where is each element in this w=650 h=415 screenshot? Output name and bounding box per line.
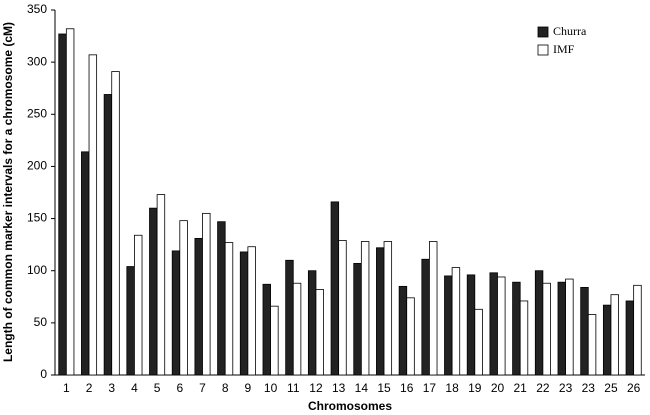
y-tick-label: 150 — [27, 211, 47, 225]
bar — [610, 294, 619, 376]
x-tick-label: 19 — [468, 381, 482, 395]
x-tick-label: 10 — [264, 381, 278, 395]
bar — [444, 275, 453, 376]
bar — [171, 250, 181, 376]
bar — [497, 276, 506, 376]
bar — [633, 284, 642, 376]
x-tick-label: 8 — [222, 381, 229, 395]
x-tick-label: 17 — [423, 381, 437, 395]
bar — [534, 270, 544, 376]
bar — [111, 71, 120, 376]
x-tick-label: 9 — [245, 381, 252, 395]
bar — [134, 234, 143, 376]
x-tick-label: 18 — [445, 381, 459, 395]
bar — [307, 270, 317, 376]
bar — [421, 258, 430, 376]
y-tick-label: 300 — [27, 54, 47, 68]
bar — [542, 282, 551, 376]
x-tick-label: 14 — [355, 381, 369, 395]
x-tick-label: 5 — [154, 381, 161, 395]
bar — [383, 241, 393, 376]
legend-label: Churra — [553, 24, 587, 38]
bar — [247, 246, 256, 376]
x-tick-label: 26 — [627, 381, 641, 395]
x-tick-label: 6 — [176, 381, 183, 395]
bar — [360, 241, 370, 376]
y-tick-label: 200 — [27, 159, 47, 173]
bar — [126, 266, 135, 376]
bar — [149, 207, 158, 376]
bar — [88, 54, 98, 376]
bar — [217, 221, 226, 376]
bar — [565, 278, 574, 376]
bar — [65, 28, 75, 376]
x-tick-label: 16 — [400, 381, 414, 395]
y-axis-title: Length of common marker intervals for a … — [1, 22, 15, 362]
y-tick-label: 100 — [27, 263, 47, 277]
x-tick-label: 21 — [514, 381, 528, 395]
x-tick-label: 25 — [604, 381, 618, 395]
bar — [451, 267, 461, 376]
bar — [224, 242, 234, 376]
x-tick-label: 20 — [491, 381, 505, 395]
bar — [81, 151, 90, 376]
bar — [179, 220, 188, 376]
bar — [602, 304, 612, 376]
bar — [557, 281, 566, 376]
x-tick-label: 11 — [287, 381, 300, 395]
bar — [519, 300, 529, 376]
x-tick-label: 15 — [377, 381, 391, 395]
x-axis-title: Chromosomes — [308, 399, 392, 413]
x-tick-label: 23 — [559, 381, 573, 395]
bar — [398, 285, 408, 376]
legend-label: IMF — [553, 42, 575, 56]
x-tick-label: 12 — [309, 381, 323, 395]
y-tick-label: 0 — [40, 367, 47, 381]
legend-swatch — [537, 26, 549, 38]
bar — [489, 272, 498, 376]
bar — [315, 289, 324, 376]
bar — [338, 240, 347, 376]
x-tick-label: 22 — [536, 381, 550, 395]
bar — [262, 283, 271, 376]
bar — [103, 94, 113, 376]
x-tick-label: 2 — [86, 381, 93, 395]
bar — [285, 259, 294, 376]
bar — [330, 201, 340, 376]
bar — [202, 212, 211, 376]
bar — [270, 305, 279, 376]
x-tick-label: 23 — [582, 381, 596, 395]
bar — [587, 314, 597, 376]
bar — [625, 300, 635, 376]
x-tick-label: 1 — [63, 381, 70, 395]
bar — [58, 33, 67, 376]
y-tick-label: 50 — [34, 315, 48, 329]
bar — [429, 241, 438, 376]
bar — [194, 237, 203, 376]
bar — [292, 282, 302, 376]
bar — [353, 263, 362, 376]
x-tick-label: 4 — [131, 381, 138, 395]
y-tick-label: 350 — [27, 2, 47, 16]
bar — [580, 286, 589, 376]
bar — [512, 281, 521, 376]
x-tick-label: 3 — [108, 381, 115, 395]
bar — [376, 247, 385, 376]
legend-swatch — [537, 44, 549, 56]
bar — [474, 308, 483, 376]
bar — [239, 251, 249, 376]
x-tick-label: 13 — [332, 381, 346, 395]
bar — [406, 297, 415, 376]
bar — [156, 194, 166, 376]
x-tick-label: 7 — [199, 381, 206, 395]
bar — [466, 274, 476, 376]
y-tick-label: 250 — [27, 106, 47, 120]
